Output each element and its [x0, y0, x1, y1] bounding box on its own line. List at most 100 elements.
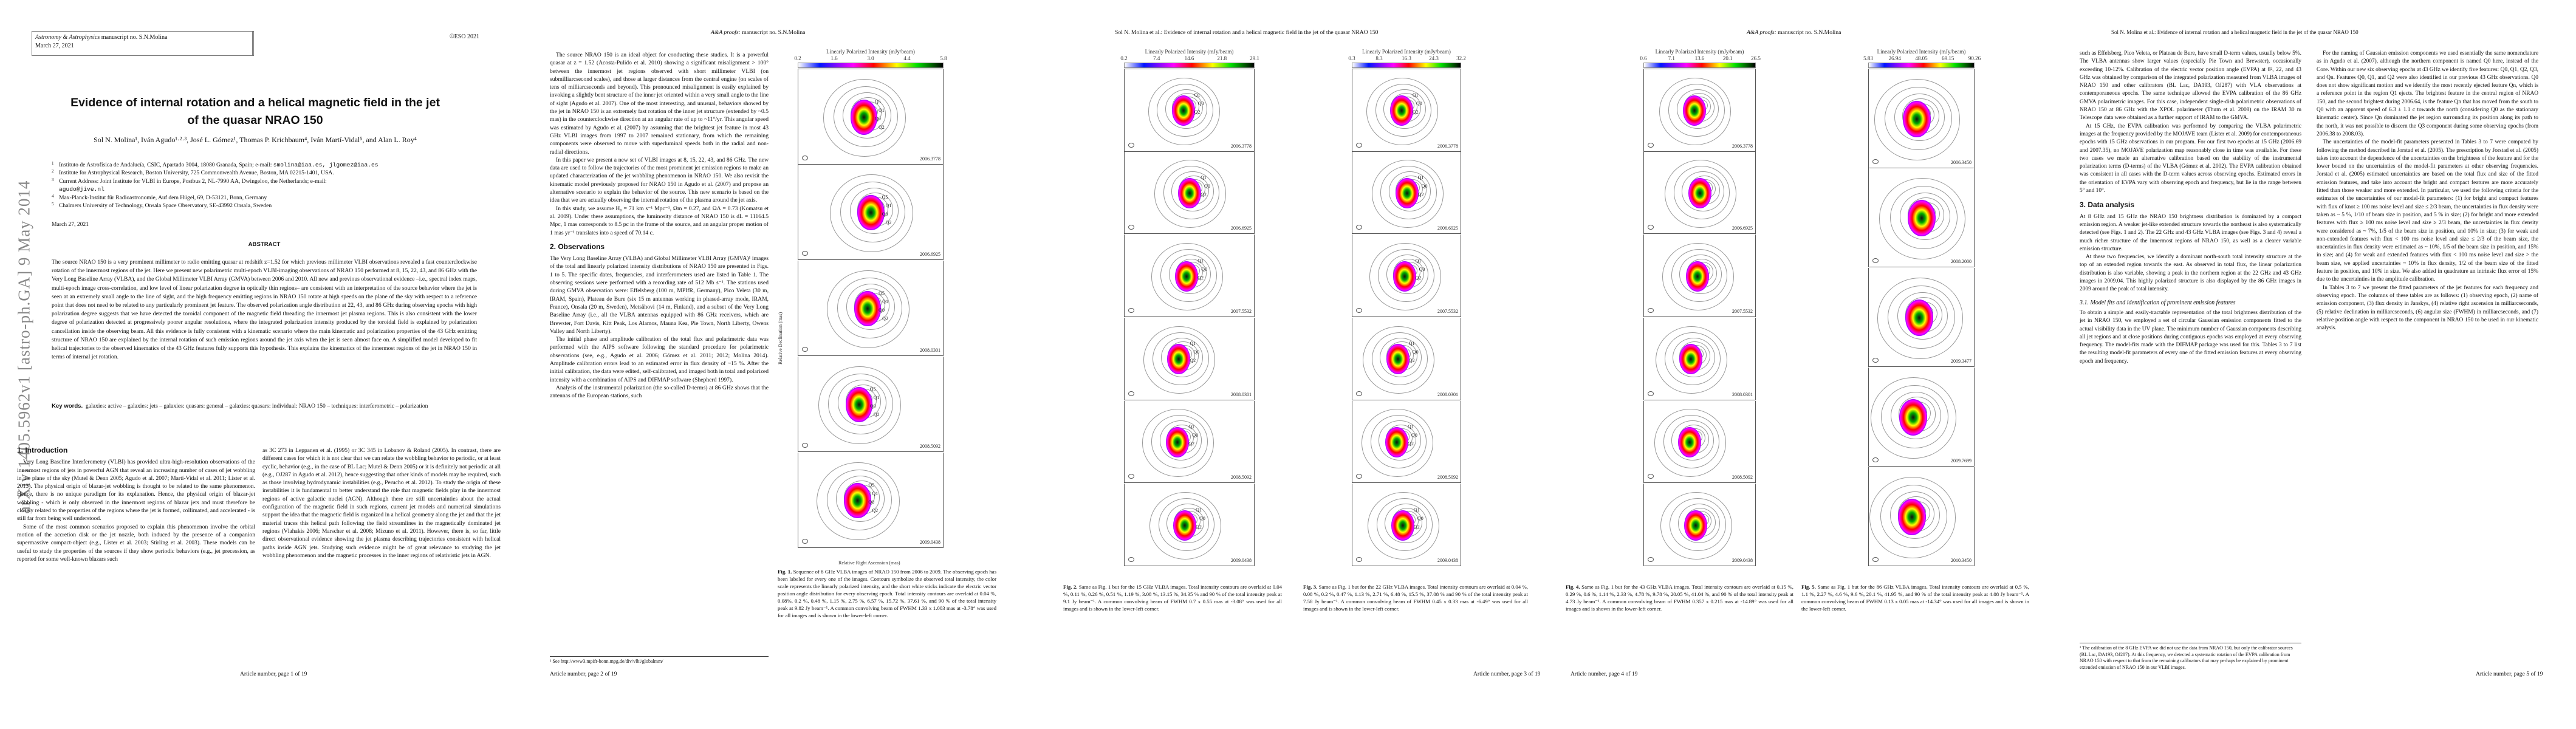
- intensity-contour: [1668, 83, 1725, 137]
- subsection-heading: 3.1. Model fits and identification of pr…: [2080, 299, 2236, 306]
- intensity-contour: [1371, 160, 1444, 228]
- intensity-contour: [1889, 185, 1958, 250]
- polarized-intensity-blob: [1905, 299, 1934, 336]
- intensity-contour: [1380, 166, 1437, 219]
- abstract-text: The source NRAO 150 is a very prominent …: [52, 259, 477, 361]
- intensity-contour: [1166, 503, 1209, 544]
- journal-line: Astronomy & Astrophysics manuscript no. …: [35, 34, 167, 41]
- epoch-label: 2006.3778: [1437, 143, 1458, 149]
- colorbar-gradient: [1124, 63, 1255, 68]
- epoch-label: 2008.5092: [1231, 474, 1252, 481]
- colorbar-tick-label: 26.94: [1888, 55, 1901, 61]
- component-label: Q0: [1192, 432, 1199, 438]
- footnote[interactable]: ¹ See http://www3.mpifr-bonn.mpg.de/div/…: [550, 656, 769, 665]
- colorbar-ticks: 0.2 1.6 3.0 4.4 5.8: [794, 55, 947, 62]
- colorbar-tick-label: 0.6: [1640, 55, 1647, 61]
- intensity-contour: [1151, 415, 1208, 468]
- component-label: Q2: [872, 508, 879, 513]
- component-label: Q0: [868, 499, 875, 505]
- intensity-contour: [817, 462, 900, 541]
- beam-ellipse: [1356, 474, 1362, 479]
- beam-ellipse: [1128, 391, 1134, 396]
- intensity-contour: [1362, 326, 1434, 394]
- component-label: Q2: [873, 412, 880, 417]
- colorbar-tick-label: 29.1: [1250, 55, 1259, 61]
- email-link[interactable]: smolina@iaa.es, jlgomez@iaa.es: [273, 162, 379, 168]
- intensity-contour: [1148, 77, 1220, 145]
- polarized-intensity-blob: [1175, 261, 1199, 292]
- colorbar-ticks: 5.83 26.94 48.05 69.15 90.26: [1863, 55, 1981, 62]
- paragraph: In this study, we assume H₀ = 71 km s⁻¹ …: [550, 205, 769, 236]
- intensity-contour: [1659, 77, 1732, 145]
- text-column-left: such as Effelsberg, Pico Veleta, or Plat…: [2080, 50, 2301, 366]
- component-label: Q2: [1201, 191, 1207, 197]
- beam-ellipse: [802, 539, 808, 544]
- colorbar-gradient: [1352, 63, 1461, 68]
- polarized-intensity-blob: [1677, 427, 1702, 457]
- keywords: Key words. galaxies: active – galaxies: …: [52, 402, 477, 411]
- colorbar-tick-label: 1.6: [831, 55, 838, 61]
- colorbar-tick-label: 0.2: [794, 55, 801, 61]
- intensity-contour: [1376, 498, 1433, 552]
- polarized-intensity-blob: [1899, 399, 1927, 436]
- epoch-label: 2006.3778: [920, 156, 940, 162]
- epoch-label: 2008.0301: [1437, 391, 1458, 397]
- intensity-contour: [1874, 79, 1961, 160]
- vlbi-image-panel: Q1 Q0 Q2 2008.0301: [1352, 318, 1461, 400]
- copyright: ©ESO 2021: [450, 33, 479, 40]
- beam-ellipse: [1356, 142, 1362, 148]
- beam-ellipse: [1356, 307, 1362, 313]
- component-label: Q2: [1188, 440, 1195, 447]
- paragraph: Analysis of the instrumental polarizatio…: [550, 384, 769, 400]
- received-date: March 27, 2021: [52, 221, 89, 228]
- component-label: Q0: [1419, 266, 1425, 272]
- intensity-contour: [827, 469, 892, 531]
- intensity-contour: [1869, 477, 1956, 558]
- image-panels: Q1 Q0 Q2 2006.3778 Q1 Q0 Q2 2006.6925 Q1 Q0 Q2 2007…: [1124, 69, 1255, 567]
- email-link[interactable]: agudo@jive.nl: [59, 186, 104, 193]
- page-footer: Article number, page 5 of 19: [2476, 671, 2543, 677]
- paragraph: In this paper we present a new set of VL…: [550, 156, 769, 204]
- page-5: Sol N. Molina et al.: Evidence of intern…: [2057, 0, 2576, 729]
- component-label: Q2: [1194, 109, 1201, 115]
- intensity-contour: [1682, 171, 1724, 211]
- component-label: Q0: [869, 403, 876, 409]
- intro-column-2: as 3C 273 in Leppanen et al. (1995) or 3…: [262, 447, 501, 560]
- epoch-label: 2006.6925: [1231, 225, 1252, 231]
- component-label: Q2: [1413, 524, 1420, 530]
- polarized-intensity-blob: [1684, 510, 1708, 541]
- figure-1-caption: Fig. 1. Sequence of 8 GHz VLBA images of…: [778, 569, 996, 618]
- intensity-contour: [1157, 83, 1214, 137]
- polarized-intensity-blob: [1898, 499, 1926, 535]
- intensity-contour: [1388, 171, 1431, 211]
- intensity-contour: [1655, 326, 1727, 394]
- beam-ellipse: [1648, 391, 1654, 396]
- paragraph: To obtain a simple and easily-tractable …: [2080, 309, 2301, 364]
- colorbar-tick-label: 24.3: [1429, 55, 1439, 61]
- intensity-contour: [1662, 242, 1735, 311]
- colorbar-tick-label: 7.4: [1153, 55, 1160, 61]
- intensity-contour: [837, 380, 886, 426]
- colorbar-tick-label: 69.15: [1942, 55, 1954, 61]
- epoch-label: 2006.6925: [920, 252, 940, 257]
- component-label: Q1: [885, 203, 892, 208]
- component-label: Q0: [1201, 266, 1208, 272]
- paragraph: The uncertainties of the model-fit param…: [2317, 139, 2538, 283]
- intensity-contour: [1160, 337, 1204, 378]
- paragraph: Some of the most common scenarios propos…: [17, 523, 255, 563]
- epoch-label: 2006.6925: [1732, 225, 1753, 231]
- intensity-contour: [1654, 409, 1727, 477]
- image-panels: Q1 Q0 Q2 2006.3778 Q1 Q0 Q2 2006.6925 Q1 Q0 Q2 2007…: [1352, 69, 1461, 567]
- component-label: Q1: [1190, 341, 1196, 347]
- affiliation-5: 5 Chalmers University of Technology, Onsa…: [52, 202, 272, 210]
- vlbi-image-panel: 2008.2000: [1868, 168, 1975, 267]
- intensity-contour: [1380, 337, 1422, 378]
- component-label: Q0: [1193, 349, 1200, 355]
- colorbar-title: Linearly Polarized Intensity (mJy/beam): [1145, 49, 1234, 55]
- component-label: Q2: [1413, 109, 1419, 115]
- beam-ellipse: [1872, 358, 1879, 363]
- intensity-contour: [1379, 420, 1421, 460]
- intensity-contour: [1149, 491, 1222, 560]
- component-label: Q2: [1415, 275, 1422, 281]
- component-label: Q0: [1204, 183, 1210, 189]
